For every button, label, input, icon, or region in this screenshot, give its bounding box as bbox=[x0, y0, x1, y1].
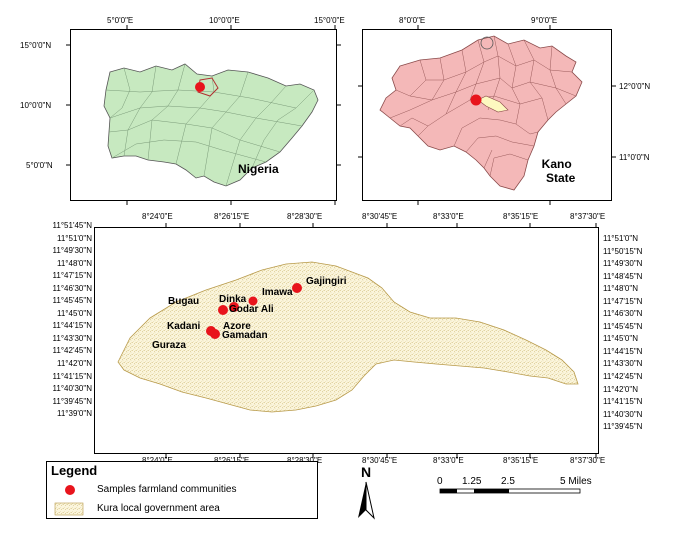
label-bugau: Bugau bbox=[168, 296, 200, 307]
kura-right-tick: 11°42'0"N bbox=[603, 384, 638, 394]
label-kadani: Kadani bbox=[167, 321, 201, 332]
legend-area-symbol bbox=[54, 502, 84, 516]
kura-bottom-tick-5: 8°33'0"E bbox=[433, 456, 464, 465]
kura-right-tick: 11°47'15"N bbox=[603, 296, 643, 306]
kura-left-tick: 11°47'15"N bbox=[52, 271, 92, 281]
kura-right-ticks: 11°51'0"N 11°50'15"N 11°49'30"N 11°48'45… bbox=[603, 233, 693, 434]
label-gamadan: Gamadan bbox=[222, 330, 268, 341]
nigeria-left-tick-15n: 15°0'0"N bbox=[20, 41, 52, 50]
kura-left-tick: 11°51'0"N bbox=[57, 233, 92, 243]
kura-top-tick-3: 8°28'30"E bbox=[287, 212, 323, 221]
kura-lga-area bbox=[117, 261, 579, 413]
kura-left-tick: 11°41'15"N bbox=[52, 371, 92, 381]
kura-bottom-tick-7: 8°37'30"E bbox=[570, 456, 606, 465]
legend: Legend Samples farmland communities Kura… bbox=[46, 461, 318, 519]
nigeria-top-tick-10e: 10°0'0"E bbox=[209, 16, 240, 25]
sample-point-bugau bbox=[218, 305, 228, 315]
sample-point-guraza bbox=[210, 329, 220, 339]
label-azore: Azore bbox=[223, 321, 251, 332]
kura-right-tick: 11°48'0"N bbox=[603, 284, 638, 294]
kura-bottom-tick-4: 8°30'45"E bbox=[362, 456, 398, 465]
scale-label-5-miles: 5 Miles bbox=[560, 476, 592, 487]
kura-left-tick: 11°51'45"N bbox=[52, 221, 92, 230]
kura-top-tick-2: 8°26'15"E bbox=[214, 212, 250, 221]
kura-bottom-tick-1: 8°24'0"E bbox=[142, 456, 173, 465]
kura-right-tick: 11°48'45"N bbox=[603, 271, 643, 281]
legend-item-kura: Kura local government area bbox=[97, 503, 220, 514]
kura-left-tick: 11°48'0"N bbox=[57, 258, 92, 268]
label-imawa: Imawa bbox=[262, 287, 293, 298]
kura-right-tick: 11°44'15"N bbox=[603, 346, 643, 356]
nigeria-kano-marker bbox=[195, 82, 205, 92]
label-dinka: Dinka bbox=[219, 294, 247, 305]
sample-point-gajingiri bbox=[292, 283, 302, 293]
nigeria-top-tick-15e: 15°0'0"E bbox=[314, 16, 345, 25]
kano-label-line1: Kano bbox=[541, 157, 572, 171]
kura-right-tick: 11°45'45"N bbox=[603, 321, 643, 331]
sample-point-dinka bbox=[229, 302, 239, 312]
kura-bottom-tick-2: 8°26'15"E bbox=[214, 456, 249, 465]
kura-right-tick: 11°49'30"N bbox=[603, 259, 643, 269]
kura-right-tick: 11°40'30"N bbox=[603, 409, 643, 419]
kano-label-line2: State bbox=[546, 171, 576, 185]
legend-title: Legend bbox=[51, 463, 98, 478]
kura-left-tick: 11°42'0"N bbox=[57, 359, 92, 369]
scale-bar-graphic bbox=[439, 488, 581, 494]
kura-right-tick: 11°50'15"N bbox=[603, 246, 643, 256]
kura-left-tick: 11°43'30"N bbox=[52, 333, 92, 343]
scale-label-1-25: 1.25 bbox=[462, 476, 482, 487]
kano-top-tick-8e: 8°0'0"E bbox=[399, 16, 426, 25]
kura-sample-points bbox=[206, 283, 302, 339]
sample-point-imawa bbox=[248, 296, 258, 306]
kano-kura-marker bbox=[470, 94, 482, 106]
kura-top-tick-4: 8°30'45"E bbox=[362, 212, 398, 221]
kura-right-tick: 11°43'30"N bbox=[603, 359, 643, 369]
kura-left-tick: 11°49'30"N bbox=[52, 246, 92, 256]
kura-left-tick: 11°39'45"N bbox=[52, 396, 92, 406]
label-gajingiri: Gajingiri bbox=[306, 276, 347, 287]
kura-left-tick: 11°39'0"N bbox=[57, 409, 92, 419]
kura-right-tick: 11°42'45"N bbox=[603, 372, 643, 382]
kura-left-tick: 11°44'15"N bbox=[52, 321, 92, 331]
scale-bar: 0 1.25 2.5 5 Miles bbox=[434, 476, 594, 500]
kano-right-tick-11n: 11°0'0"N bbox=[619, 153, 650, 162]
scale-label-2-5: 2.5 bbox=[501, 476, 515, 487]
kano-top-tick-9e: 9°0'0"E bbox=[531, 16, 558, 25]
kura-left-tick: 11°42'45"N bbox=[52, 346, 92, 356]
label-godar-ali: Godar Ali bbox=[229, 304, 274, 315]
nigeria-left-tick-5n: 5°0'0"N bbox=[26, 161, 53, 170]
kura-left-tick: 11°45'0"N bbox=[57, 308, 92, 318]
kura-left-tick: 11°46'30"N bbox=[52, 283, 92, 293]
label-guraza: Guraza bbox=[152, 340, 186, 351]
scale-label-0: 0 bbox=[437, 476, 443, 487]
nigeria-label: Nigeria bbox=[238, 162, 279, 176]
kura-left-ticks: 11°51'45"N 11°51'0"N 11°49'30"N 11°48'0"… bbox=[0, 220, 92, 421]
kura-right-tick: 11°45'0"N bbox=[603, 334, 638, 344]
kura-right-tick: 11°51'0"N bbox=[603, 234, 638, 243]
kura-top-tick-6: 8°35'15"E bbox=[503, 212, 539, 221]
nigeria-left-tick-10n: 10°0'0"N bbox=[20, 101, 52, 110]
kura-bottom-tick-3: 8°28'30"E bbox=[287, 456, 322, 465]
kura-left-tick: 11°45'45"N bbox=[52, 296, 92, 306]
legend-item-samples: Samples farmland communities bbox=[97, 484, 237, 495]
kura-right-tick: 11°41'15"N bbox=[603, 397, 643, 407]
legend-point-symbol bbox=[65, 485, 75, 495]
kano-state-label: Kano State bbox=[540, 157, 576, 185]
kura-bottom-tick-6: 8°35'15"E bbox=[503, 456, 539, 465]
nigeria-top-tick-5e: 5°0'0"E bbox=[107, 16, 134, 25]
kura-left-tick: 11°40'30"N bbox=[52, 384, 92, 394]
kura-right-tick: 11°46'30"N bbox=[603, 309, 643, 319]
legend-symbols bbox=[54, 485, 84, 516]
kura-top-tick-7: 8°37'30"E bbox=[570, 212, 606, 221]
kura-top-tick-5: 8°33'0"E bbox=[433, 212, 464, 221]
kano-right-tick-12n: 12°0'0"N bbox=[619, 82, 651, 91]
north-arrow-label: N bbox=[361, 464, 372, 480]
kura-top-tick-1: 8°24'0"E bbox=[142, 212, 173, 221]
kura-right-tick: 11°39'45"N bbox=[603, 422, 643, 432]
